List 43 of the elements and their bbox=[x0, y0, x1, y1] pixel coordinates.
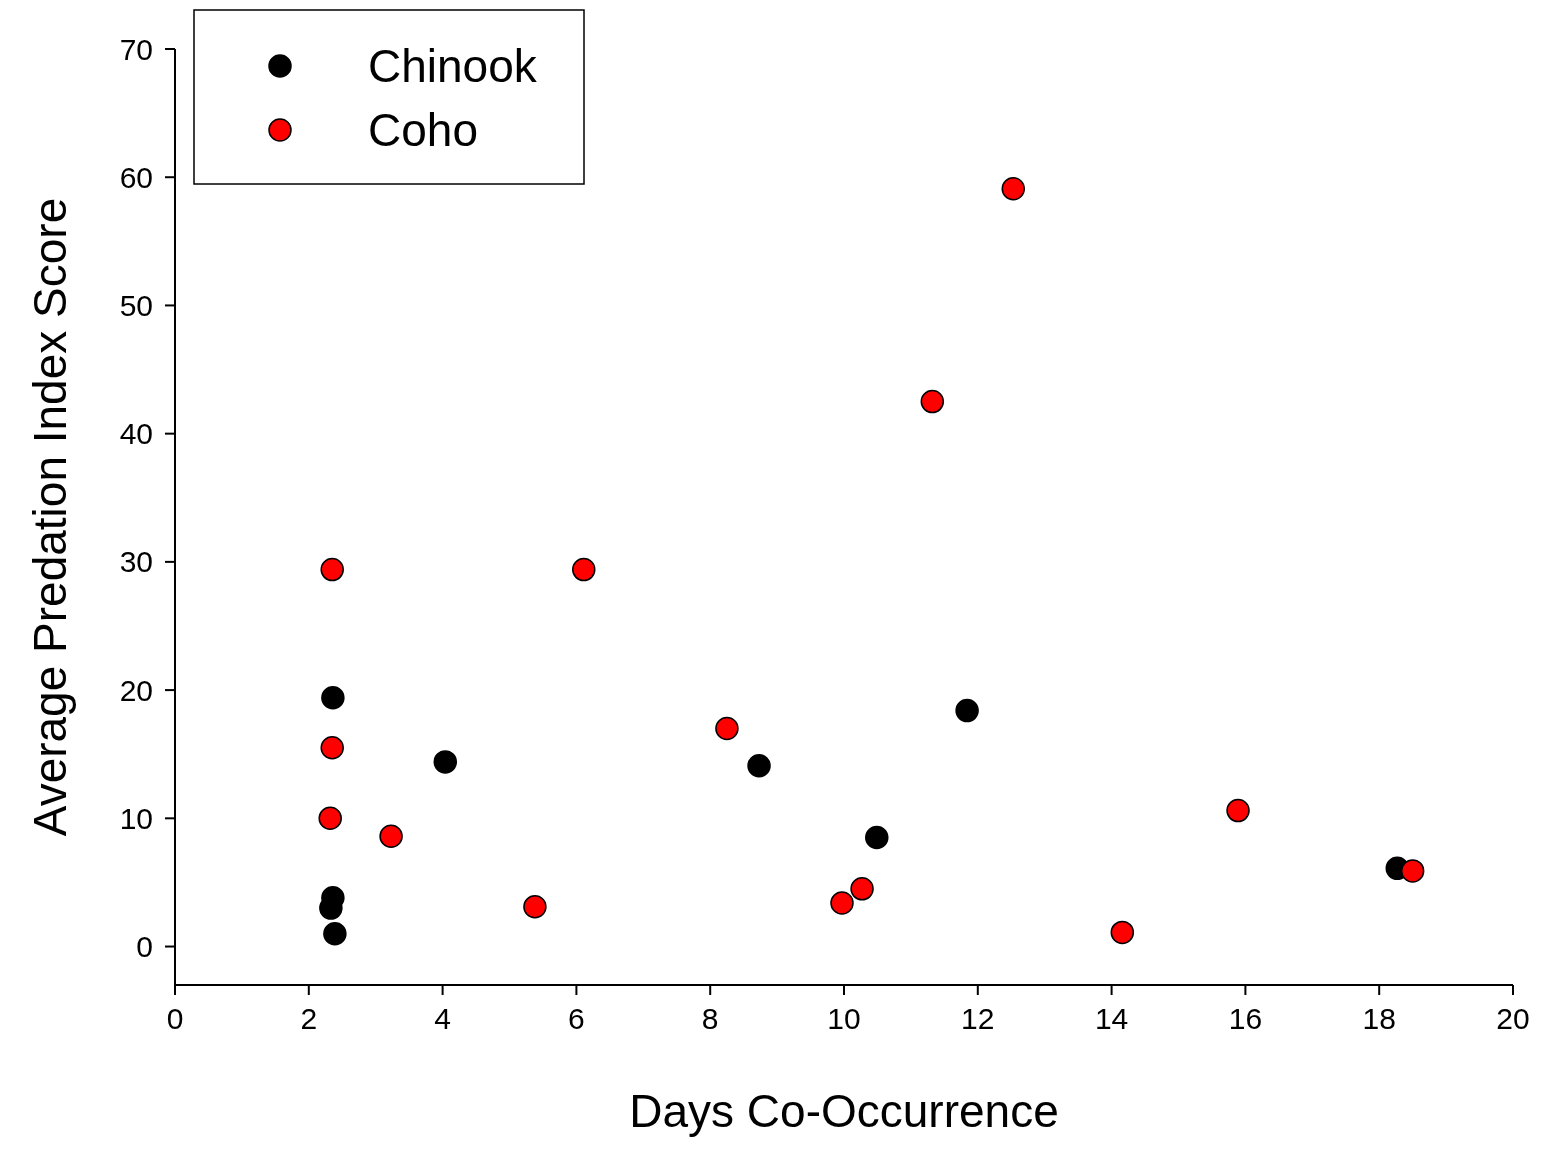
point bbox=[379, 824, 403, 848]
y-axis-title: Average Predation Index Score bbox=[24, 197, 76, 837]
point bbox=[321, 686, 345, 710]
point bbox=[955, 698, 979, 723]
y-tick-label: 30 bbox=[119, 545, 153, 579]
point bbox=[323, 921, 347, 946]
legend-label: Coho bbox=[368, 104, 478, 157]
point bbox=[1400, 859, 1425, 883]
point bbox=[1226, 798, 1250, 823]
x-tick-label: 20 bbox=[1496, 1002, 1530, 1035]
y-tick-label: 50 bbox=[119, 288, 153, 322]
x-tick-label: 2 bbox=[300, 1002, 318, 1035]
x-tick-label: 10 bbox=[827, 1002, 861, 1035]
x-tick-label: 0 bbox=[166, 1002, 184, 1035]
y-tick-label: 0 bbox=[136, 930, 153, 964]
x-tick-label: 16 bbox=[1228, 1002, 1263, 1035]
x-tick-label: 6 bbox=[568, 1002, 585, 1035]
x-tick-label: 12 bbox=[961, 1002, 995, 1035]
point bbox=[850, 877, 874, 901]
y-tick-label: 60 bbox=[119, 160, 153, 194]
point bbox=[433, 750, 458, 774]
x-tick-label: 14 bbox=[1094, 1002, 1129, 1035]
point bbox=[747, 754, 771, 778]
legend-label: Chinook bbox=[368, 40, 538, 93]
y-tick-label: 20 bbox=[119, 673, 153, 707]
y-tick-label: 70 bbox=[119, 32, 153, 66]
x-tick-label: 18 bbox=[1362, 1002, 1396, 1035]
x-tick-label: 8 bbox=[701, 1002, 719, 1035]
point bbox=[1001, 177, 1026, 201]
point bbox=[865, 825, 889, 850]
point bbox=[320, 557, 344, 582]
point bbox=[523, 895, 547, 919]
point bbox=[320, 736, 344, 760]
point bbox=[715, 716, 739, 741]
point bbox=[830, 891, 854, 915]
x-axis-title: Days Co-Occurrence bbox=[629, 1085, 1059, 1137]
point bbox=[1110, 920, 1135, 945]
y-tick-label: 40 bbox=[119, 417, 153, 451]
y-tick-label: 10 bbox=[119, 801, 153, 835]
x-tick-label: 4 bbox=[434, 1002, 451, 1035]
point bbox=[318, 806, 342, 831]
point bbox=[920, 389, 945, 414]
point bbox=[572, 557, 596, 582]
